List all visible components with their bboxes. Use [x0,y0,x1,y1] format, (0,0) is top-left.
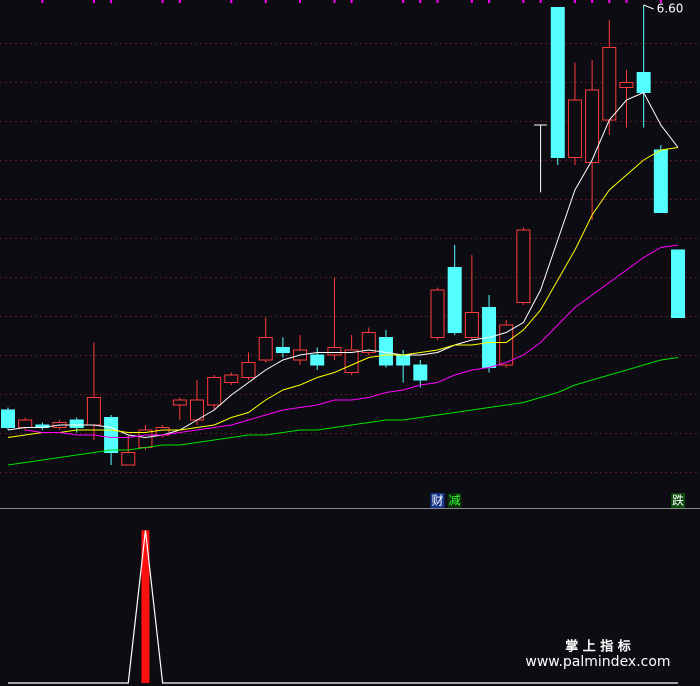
top-marker [92,0,95,3]
top-marker [488,0,491,3]
moving-average-line [7,147,679,438]
candle-body [378,337,393,366]
watermark-url: www.palmindex.com [525,654,670,670]
candle-body [447,267,462,333]
moving-average-line [7,357,679,466]
candle-body [172,399,187,406]
indicator-bar [141,530,150,683]
candle-body [327,347,342,356]
candle-body [69,419,84,428]
top-marker [470,0,473,3]
candle-body [224,374,239,383]
top-marker [608,0,611,3]
signal-box [447,493,462,508]
candle-body [516,229,531,303]
candle-body [121,452,136,466]
top-marker [591,0,594,3]
moving-average-line [25,244,679,438]
candle-body [430,289,445,338]
high-label-leader [643,4,654,10]
candle-body [1,409,15,428]
signal-box [430,493,445,508]
candle-body [361,332,376,353]
candle-body [653,149,668,213]
signal-box [671,493,686,508]
candle-body [275,347,290,353]
top-marker [436,0,439,3]
top-marker [539,0,542,3]
top-marker [625,0,628,3]
top-marker [230,0,233,3]
candle-body [567,99,582,158]
candle-body [464,312,479,338]
top-marker [333,0,336,3]
candle-body [585,89,600,163]
signal-label: 跌 [672,493,684,508]
top-marker [264,0,267,3]
candle-body [550,7,565,158]
top-marker [350,0,353,3]
candle-body [636,72,651,93]
top-marker [41,0,44,3]
top-marker [161,0,164,3]
candle-body [18,419,33,428]
candle-body [207,377,222,406]
top-marker [659,0,662,3]
candle-body [413,364,428,381]
candle-body [671,249,686,318]
signal-label: 财 [431,494,443,508]
candle-body [619,82,634,88]
candle-body [258,337,273,361]
candle-body [104,417,119,453]
top-marker [110,0,113,3]
candle-body [344,349,359,373]
candle-body [396,354,411,366]
top-marker [419,0,422,3]
candle-body [602,47,617,121]
candle-body [241,362,256,378]
top-marker [178,0,181,3]
signal-label: 减 [449,494,461,508]
indicator-line [8,530,679,684]
candle-body [499,324,514,366]
candle-body [86,397,101,426]
top-marker [573,0,576,3]
top-marker [522,0,525,3]
top-marker [299,0,302,3]
candle-body [310,354,325,366]
watermark-title: 掌 上 指 标 [565,639,631,655]
top-marker [402,0,405,3]
high-label: 6.60 [657,2,684,16]
